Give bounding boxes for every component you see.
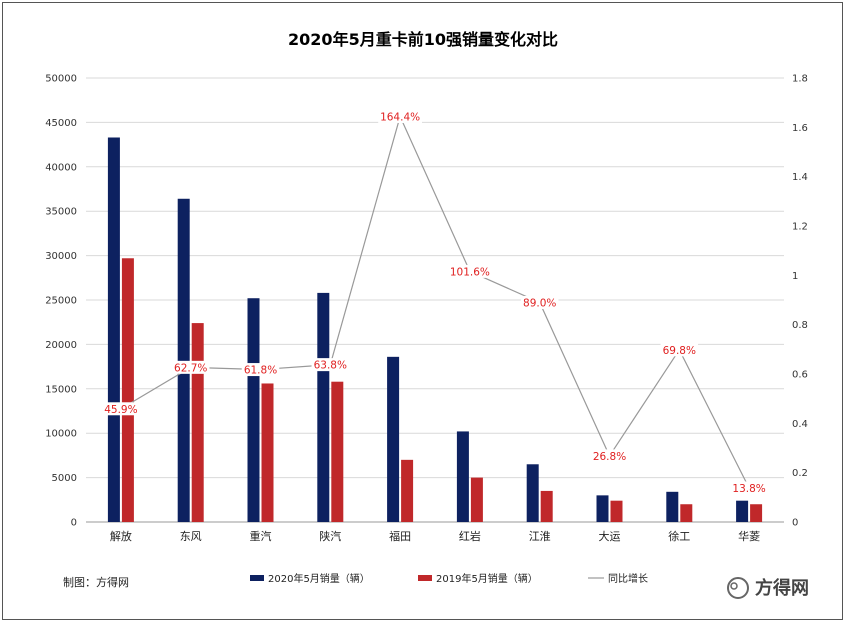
bar-2019 — [121, 258, 134, 522]
bars-layer — [107, 137, 763, 522]
brand-logo: 方得网 — [727, 577, 809, 599]
x-category-label: 解放 — [110, 529, 132, 543]
x-category-label: 东风 — [180, 530, 202, 543]
bar-2019 — [470, 477, 483, 522]
data-label: 63.8% — [314, 360, 347, 372]
chart-credit: 制图：方得网 — [63, 575, 129, 589]
y-left-tick-label: 35000 — [45, 207, 77, 218]
x-category-label: 徐工 — [668, 529, 690, 543]
x-category-label: 江淮 — [529, 530, 551, 543]
legend: 2020年5月销量（辆） 2019年5月销量（辆） 同比增长 — [250, 572, 648, 585]
y-right-tick-label: 0.8 — [792, 320, 808, 331]
data-label-bg — [171, 360, 210, 374]
data-label: 69.8% — [663, 345, 696, 357]
data-label: 164.4% — [380, 111, 420, 123]
bar-2020 — [666, 491, 679, 522]
legend-label-2020: 2020年5月销量（辆） — [268, 572, 370, 585]
data-label-bg — [311, 358, 350, 372]
legend-label-growth: 同比增长 — [608, 572, 648, 585]
data-label-bg — [448, 264, 492, 278]
x-category-label: 大运 — [599, 529, 621, 543]
y-right-tick-label: 0.4 — [792, 419, 808, 430]
legend-swatch-2019 — [418, 575, 432, 581]
data-label-bg — [520, 295, 559, 309]
growth-line-layer — [120, 114, 750, 489]
x-category-label: 华菱 — [738, 529, 760, 543]
legend-swatch-2020 — [250, 575, 264, 581]
data-label-bg — [241, 363, 280, 377]
y-left-tick-label: 50000 — [45, 74, 77, 85]
y-left-tick-label: 15000 — [45, 384, 77, 395]
bar-2019 — [610, 500, 623, 522]
x-axis-categories: 解放 东风 重汽 陕汽 福田 红岩 江淮 大运 徐工 华菱 — [110, 529, 760, 543]
legend-label-2019: 2019年5月销量（辆） — [436, 572, 538, 585]
y-right-tick-label: 1.6 — [792, 123, 808, 134]
chart-title: 2020年5月重卡前10强销量变化对比 — [288, 30, 558, 49]
bar-2020 — [317, 292, 330, 522]
data-label-bg — [378, 109, 422, 123]
y-left-tick-label: 40000 — [45, 162, 77, 173]
x-category-label: 重汽 — [250, 529, 272, 543]
bar-2019 — [750, 504, 763, 522]
y-left-tick-label: 10000 — [45, 429, 77, 440]
bar-2019 — [680, 504, 693, 522]
bar-2019 — [401, 459, 414, 522]
y-left-tick-label: 30000 — [45, 251, 77, 262]
y-left-tick-label: 25000 — [45, 296, 77, 307]
bar-2020 — [526, 464, 539, 522]
data-labels-layer: 45.9% 62.7% 61.8% 63.8% 164.4% 101.6% 89.0% 26.… — [102, 109, 768, 495]
growth-line — [120, 114, 750, 489]
y-right-tick-label: 1 — [792, 271, 798, 282]
data-label-bg — [102, 402, 140, 416]
y-right-tick-label: 0.2 — [792, 468, 808, 479]
y-left-tick-label: 0 — [71, 518, 77, 529]
y-right-tick-label: 1.4 — [792, 172, 808, 183]
bar-2020 — [596, 495, 609, 522]
bar-2019 — [261, 383, 274, 522]
data-label: 62.7% — [174, 362, 207, 374]
brand-logo-icon — [727, 577, 749, 599]
x-category-label: 红岩 — [459, 529, 481, 543]
bar-2020 — [736, 500, 749, 522]
y-left-tick-label: 45000 — [45, 118, 77, 129]
bar-2019 — [191, 323, 204, 522]
bar-2020 — [177, 198, 190, 522]
x-category-label: 福田 — [389, 529, 411, 543]
data-label-bg — [730, 481, 768, 495]
bar-2019 — [331, 381, 344, 522]
y-left-tick-label: 20000 — [45, 340, 77, 351]
data-label: 101.6% — [450, 266, 490, 278]
data-label: 89.0% — [523, 297, 556, 309]
data-label: 13.8% — [732, 483, 765, 495]
bar-2020 — [456, 431, 469, 522]
y-axis-left: 0 5000 10000 15000 20000 25000 30000 35000 40000… — [45, 74, 77, 529]
grid-lines — [86, 77, 784, 523]
x-category-label: 陕汽 — [319, 529, 341, 543]
bar-2019 — [540, 490, 553, 522]
data-label-bg — [590, 449, 629, 463]
y-axis-right: 0 0.2 0.4 0.6 0.8 1 1.2 1.4 1.6 1.8 — [792, 74, 808, 529]
y-right-tick-label: 1.8 — [792, 74, 808, 85]
data-label: 61.8% — [244, 365, 277, 377]
bar-2020 — [107, 137, 120, 522]
data-label: 45.9% — [104, 404, 137, 416]
brand-name: 方得网 — [755, 577, 809, 599]
data-label: 26.8% — [593, 451, 626, 463]
bar-2020 — [387, 356, 400, 522]
y-right-tick-label: 0 — [792, 518, 798, 529]
data-label-bg — [660, 343, 699, 357]
bar-2020 — [247, 298, 260, 522]
y-right-tick-label: 0.6 — [792, 370, 808, 381]
y-right-tick-label: 1.2 — [792, 222, 808, 233]
y-left-tick-label: 5000 — [52, 473, 77, 484]
